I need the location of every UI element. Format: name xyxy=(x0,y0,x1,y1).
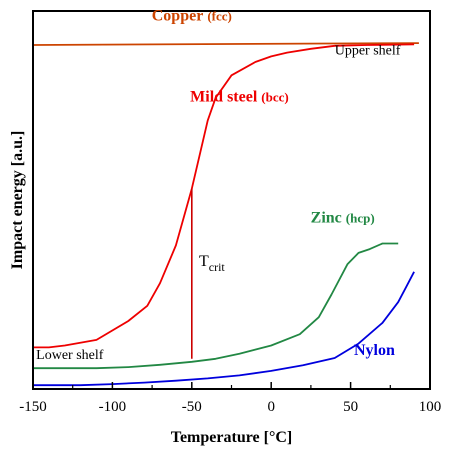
x-tick-label: -100 xyxy=(99,399,127,415)
series-line-mild-steel xyxy=(33,43,415,349)
series-label-mild-steel: Mild steel (bcc) xyxy=(190,89,289,106)
plot-area xyxy=(32,42,419,387)
series-label-zinc: Zinc (hcp) xyxy=(311,210,375,227)
axes: -150 -100 -50 0 50 100 Temperature [°C] Impact … xyxy=(9,10,442,446)
x-tick-label: 100 xyxy=(419,399,442,415)
y-axis-title: Impact energy [a.u.] xyxy=(9,131,26,270)
annotation-lower-shelf: Lower shelf xyxy=(36,348,104,363)
x-tick-label: 0 xyxy=(267,399,275,415)
annotation-upper-shelf: Upper shelf xyxy=(335,43,401,58)
labels: Copper (fcc) Mild steel (bcc) Zinc (hcp) Nylon… xyxy=(36,7,401,362)
series-line-nylon xyxy=(33,271,415,387)
x-tick-label: -150 xyxy=(19,399,47,415)
series-line-copper xyxy=(32,42,419,46)
x-tick-label: -50 xyxy=(182,399,202,415)
series-label-copper: Copper (fcc) xyxy=(152,7,232,24)
series-label-nylon: Nylon xyxy=(354,342,395,359)
x-tick-label: 50 xyxy=(343,399,358,415)
x-axis-title: Temperature [°C] xyxy=(171,429,292,446)
series-line-zinc xyxy=(33,242,399,370)
tcrit-label: Tcrit xyxy=(199,253,225,274)
